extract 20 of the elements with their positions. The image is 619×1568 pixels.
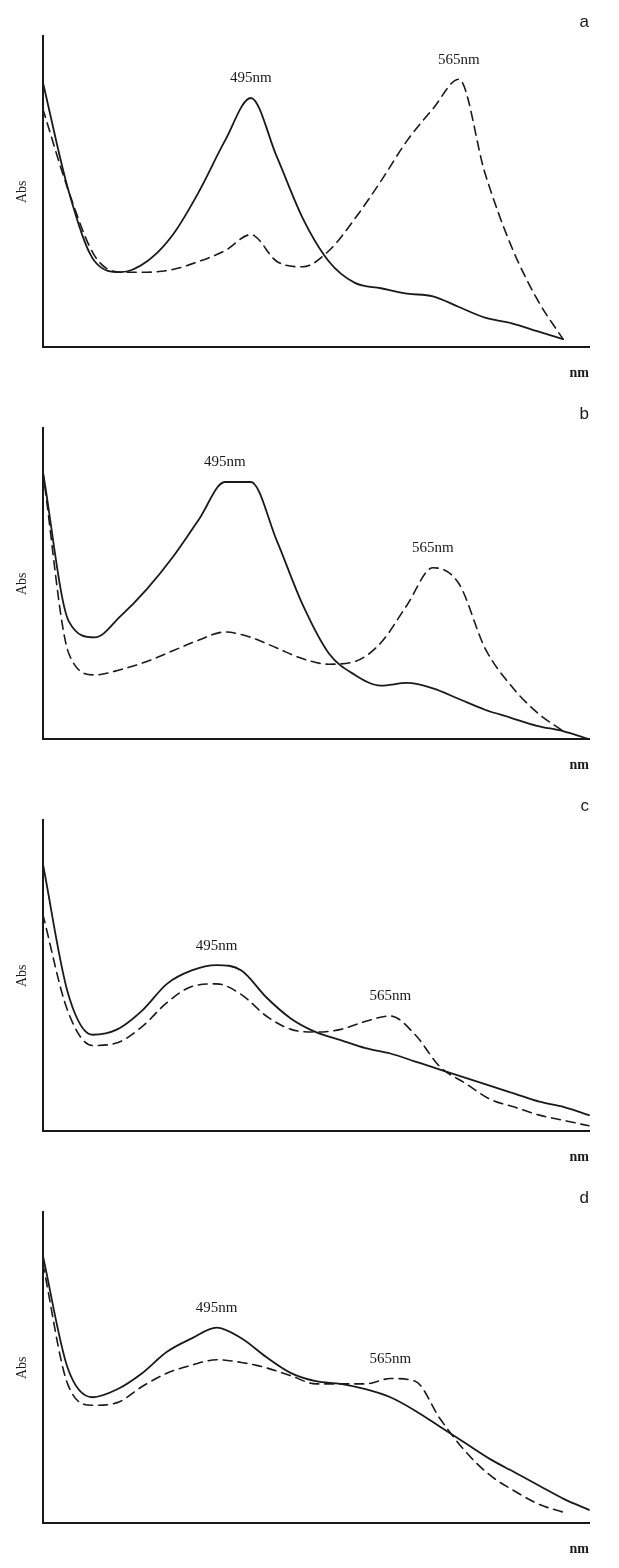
y-axis-title: Abs	[14, 1356, 30, 1380]
annotation: 495nm	[195, 1299, 238, 1316]
chart-title: b	[579, 403, 589, 423]
annotation: 565nm	[369, 1349, 412, 1366]
y-axis-title: Abs	[14, 964, 30, 988]
x-axis-title: nm	[569, 1149, 590, 1165]
text: 565nm	[438, 50, 481, 67]
y-axis-title: Abs	[14, 180, 30, 204]
y-axis-title: Abs	[14, 572, 30, 596]
annotation: 495nm	[195, 936, 238, 953]
x-axis-title: nm	[569, 1541, 590, 1557]
chart-title: d	[579, 1187, 589, 1207]
annotation: 495nm	[230, 69, 273, 86]
annotation: 565nm	[369, 987, 412, 1004]
x-axis-title: nm	[569, 757, 590, 773]
chart-title: c	[580, 795, 590, 815]
chart-title: a	[579, 11, 590, 31]
annotation: 565nm	[412, 539, 455, 556]
text: 495nm	[204, 453, 247, 470]
x-axis-title: nm	[569, 365, 590, 381]
